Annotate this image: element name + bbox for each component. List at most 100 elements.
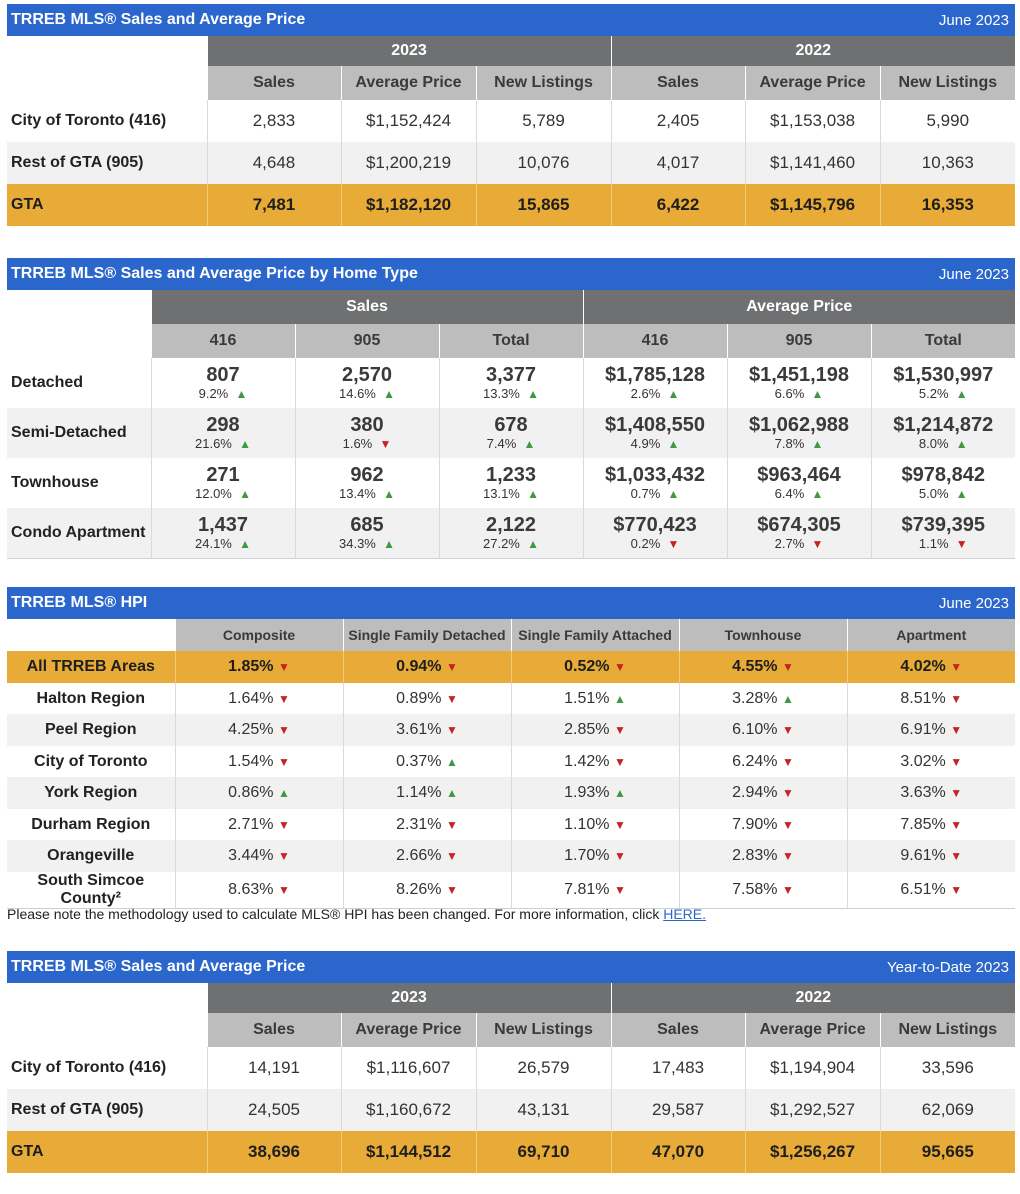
value-cell: $1,153,038 <box>744 100 881 142</box>
value-main: $1,214,872 <box>893 414 994 436</box>
value-main: 271 <box>206 464 240 486</box>
value-cell: 685 34.3% ▲ <box>294 508 439 559</box>
value-cell: 29,587 <box>610 1089 746 1131</box>
value-cell: 7.90% ▼ <box>678 809 847 840</box>
arrow-up-icon: ▲ <box>527 487 539 501</box>
arrow-down-icon: ▼ <box>445 691 458 706</box>
percent-change: 21.6% <box>195 436 232 451</box>
value-cell: $1,408,550 4.9% ▲ <box>582 408 728 458</box>
value-main: 807 <box>206 364 240 386</box>
row-label: York Region <box>7 777 175 809</box>
value-cell: $1,145,796 <box>744 184 881 226</box>
value-cell: 33,596 <box>879 1047 1016 1089</box>
value-cell: 0.37% ▲ <box>342 746 511 777</box>
value-cell: 5,990 <box>879 100 1016 142</box>
arrow-down-icon: ▼ <box>613 660 626 674</box>
arrow-down-icon: ▼ <box>613 849 626 863</box>
row-label: Orangeville <box>7 840 175 872</box>
value-main: 678 <box>494 414 528 436</box>
hpi-value: 7.58% <box>732 881 778 898</box>
value-cell: 8.63% ▼ <box>174 872 343 909</box>
column-header: New Listings <box>475 66 612 100</box>
value-cell: 1,233 13.1% ▲ <box>438 458 584 508</box>
column-header: Single Family Attached <box>510 619 679 651</box>
value-main: $770,423 <box>613 513 697 536</box>
hpi-value: 7.85% <box>900 815 946 833</box>
value-cell: $1,116,607 <box>340 1047 476 1089</box>
arrow-up-icon: ▲ <box>277 786 290 800</box>
value-change: 4.9% ▲ <box>584 436 727 452</box>
value-cell: 3.02% ▼ <box>846 746 1015 777</box>
arrow-up-icon: ▲ <box>667 487 680 501</box>
arrow-down-icon: ▼ <box>781 786 794 800</box>
year-header: 2023 <box>206 983 612 1013</box>
year-header: 2022 <box>610 36 1016 66</box>
value-cell: $1,200,219 <box>340 142 476 184</box>
arrow-down-icon: ▼ <box>781 660 794 674</box>
value-change: 2.7% ▼ <box>728 536 871 552</box>
value-cell: $1,292,527 <box>744 1089 881 1131</box>
arrow-down-icon: ▼ <box>950 723 963 737</box>
value-change: 34.3% ▲ <box>296 536 439 552</box>
arrow-up-icon: ▲ <box>955 437 968 451</box>
hpi-value: 2.71% <box>228 815 274 833</box>
hpi-value: 6.24% <box>732 752 778 770</box>
row-label: Condo Apartment <box>7 508 151 559</box>
arrow-up-icon: ▲ <box>523 437 536 451</box>
percent-change: 5.2% <box>918 386 949 401</box>
value-cell: 3,377 13.3% ▲ <box>438 358 584 408</box>
percent-change: 13.1% <box>483 486 520 501</box>
hpi-row: York Region 0.86% ▲ 1.14% ▲ 1.93% ▲ 2.94% ▼ 3… <box>7 777 1015 809</box>
value-cell: 17,483 <box>610 1047 746 1089</box>
percent-change: 34.3% <box>339 535 376 551</box>
arrow-down-icon: ▼ <box>277 849 290 863</box>
hpi-value: 8.63% <box>228 881 274 898</box>
row-label: Peel Region <box>7 714 175 746</box>
value-change: 14.6% ▲ <box>296 386 439 402</box>
row-label: City of Toronto <box>7 746 175 777</box>
value-cell: 10,363 <box>879 142 1016 184</box>
hpi-value: 2.66% <box>396 847 442 864</box>
hpi-value: 2.85% <box>564 721 610 738</box>
value-cell: $739,395 1.1% ▼ <box>870 508 1016 559</box>
arrow-up-icon: ▲ <box>613 691 626 706</box>
panel-period: Year-to-Date 2023 <box>886 958 1009 976</box>
arrow-up-icon: ▲ <box>527 387 539 401</box>
arrow-up-icon: ▲ <box>613 786 626 800</box>
row-label: Rest of GTA (905) <box>7 142 207 184</box>
value-cell: 271 12.0% ▲ <box>150 458 295 508</box>
column-header: Sales <box>206 66 341 100</box>
value-change: 0.2% ▼ <box>584 536 727 552</box>
home-type-row: Townhouse 271 12.0% ▲ 962 13.4% ▲ 1,233 13.1% … <box>7 458 1016 508</box>
percent-change: 7.4% <box>486 436 517 451</box>
arrow-down-icon: ▼ <box>950 691 963 706</box>
value-cell: 4,648 <box>206 142 341 184</box>
here-link[interactable]: HERE. <box>663 906 707 922</box>
arrow-up-icon: ▲ <box>445 786 458 800</box>
value-main: 2,122 <box>485 513 537 536</box>
row-label: Halton Region <box>7 683 175 714</box>
value-cell: 24,505 <box>206 1089 341 1131</box>
arrow-down-icon: ▼ <box>613 723 626 737</box>
value-cell: 0.94% ▼ <box>342 651 511 683</box>
value-cell: 3.44% ▼ <box>174 840 343 872</box>
home-type-row: Detached 807 9.2% ▲ 2,570 14.6% ▲ 3,377 13.3% … <box>7 358 1016 408</box>
row-label: GTA <box>7 184 207 226</box>
value-cell: 2,122 27.2% ▲ <box>438 508 584 559</box>
hpi-value: 1.10% <box>564 815 610 833</box>
value-cell: 962 13.4% ▲ <box>294 458 439 508</box>
arrow-up-icon: ▲ <box>955 387 968 401</box>
hpi-value: 1.51% <box>564 689 610 707</box>
arrow-down-icon: ▼ <box>811 536 824 551</box>
monthly-sales-panel: TRREB MLS® Sales and Average Price June … <box>7 4 1016 226</box>
row-label: Detached <box>7 358 151 408</box>
row-label: Townhouse <box>7 458 151 508</box>
hpi-value: 7.81% <box>564 881 610 898</box>
methodology-note: Please note the methodology used to calc… <box>7 906 706 922</box>
percent-change: 12.0% <box>195 486 232 501</box>
value-cell: $674,305 2.7% ▼ <box>726 508 872 559</box>
arrow-down-icon: ▼ <box>445 660 458 674</box>
monthly-sales-table: 2023 2022 Sales Average Price New Listin… <box>7 36 1016 226</box>
ytd-sales-panel: TRREB MLS® Sales and Average Price Year-… <box>7 951 1016 1173</box>
percent-change: 6.6% <box>774 386 805 401</box>
